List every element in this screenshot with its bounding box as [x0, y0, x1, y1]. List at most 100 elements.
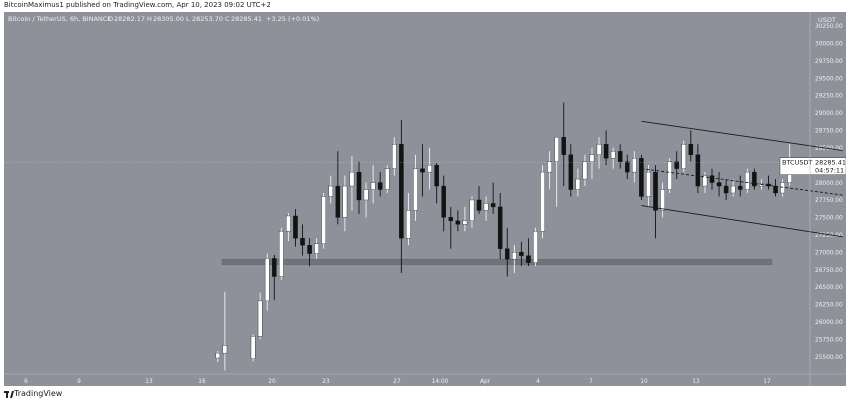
legend-low: 28253.70: [192, 15, 223, 23]
time-tick-label: 27: [393, 379, 401, 385]
candle-body: [377, 182, 383, 190]
candle-body: [349, 171, 355, 187]
candle-body: [307, 245, 312, 254]
candle-body: [752, 171, 757, 187]
chart-area[interactable]: Bitcoin / TetherUS, 6h, BINANCE O 28282.…: [4, 12, 846, 386]
legend-open-label: O: [108, 15, 113, 23]
candle-body: [512, 251, 517, 260]
candle-body: [561, 137, 567, 155]
candle-body: [540, 171, 545, 232]
candlestick-chart[interactable]: Bitcoin / TetherUS, 6h, BINANCE O 28282.…: [4, 12, 846, 386]
channel-upper-line: [641, 120, 843, 151]
price-tick-label: 27000.00: [815, 250, 843, 256]
candle-body: [384, 168, 390, 190]
candle-body: [279, 231, 284, 277]
legend-symbol: Bitcoin / TetherUS, 6h, BINANCE: [8, 15, 111, 23]
price-tick-label: 27750.00: [815, 198, 843, 204]
candle-body: [575, 178, 581, 190]
candle-body: [730, 185, 736, 194]
candle-body: [674, 161, 679, 169]
legend-close-label: C: [225, 15, 230, 23]
candle-body: [434, 164, 439, 187]
candle-body: [610, 151, 616, 159]
price-tick-label: 25750.00: [815, 337, 843, 343]
channel-mid-line: [641, 168, 843, 196]
candle-body: [342, 185, 348, 218]
candle-body: [617, 151, 623, 162]
price-tick-label: 26500.00: [815, 285, 843, 291]
candle-body: [215, 352, 221, 359]
candle-body: [370, 182, 376, 190]
price-tick-label: 28750.00: [815, 129, 843, 135]
last-price-label: BTCUSDT 28285.41 04:57:11: [779, 157, 846, 175]
candle-body: [660, 189, 665, 211]
candle-body: [293, 215, 298, 239]
chart-legend: Bitcoin / TetherUS, 6h, BINANCE O 28282.…: [8, 15, 319, 23]
candle-body: [300, 238, 305, 246]
candle-body: [363, 189, 369, 201]
time-tick-label: Apr: [480, 379, 491, 385]
candle-body: [780, 182, 785, 194]
price-tick-label: 28000.00: [815, 181, 843, 187]
price-tick-label: 29000.00: [815, 111, 843, 117]
candle-body: [448, 217, 454, 222]
candle-body: [264, 258, 270, 302]
candle-body: [250, 336, 256, 359]
price-tick-label: 26250.00: [815, 303, 843, 309]
time-tick-label: 23: [322, 379, 330, 385]
time-tick-label: 6: [24, 379, 28, 385]
footer-bar: TradingView: [0, 386, 850, 404]
price-tick-label: 26750.00: [815, 268, 843, 274]
time-tick-label: 10: [640, 379, 648, 385]
time-tick-label: 14:00: [432, 379, 449, 385]
price-tick-label: 29250.00: [815, 94, 843, 100]
candle-body: [582, 161, 588, 180]
candle-body: [420, 168, 425, 173]
price-tick-label: 30250.00: [815, 24, 843, 30]
candle-body: [533, 231, 538, 263]
last-price-box: [779, 157, 846, 175]
price-tick-label: 30000.00: [815, 42, 843, 48]
candle-body: [716, 182, 722, 187]
channel-lower-line: [641, 205, 843, 238]
price-tick-label: 29500.00: [815, 76, 843, 82]
candle-body: [723, 185, 729, 194]
candle-body: [497, 206, 503, 249]
tradingview-logo-icon: [4, 391, 14, 398]
support-zone: [221, 258, 773, 265]
legend-high: 28305.00: [153, 15, 184, 23]
candle-body: [441, 185, 446, 218]
candle-body: [759, 183, 764, 187]
candle-body: [737, 185, 743, 190]
candle-body: [568, 154, 574, 190]
candle-body: [526, 255, 531, 263]
time-axis[interactable]: 6 9 13 16 20 23 27 14:00 Apr 4 7 10 13 17: [24, 379, 771, 385]
candle-body: [639, 158, 644, 197]
candle-body: [399, 144, 404, 239]
candle-body: [272, 258, 277, 277]
candle-body: [688, 144, 694, 155]
candle-body: [625, 161, 630, 173]
plot-background: [4, 12, 846, 386]
candle-body: [462, 220, 468, 225]
time-tick-label: 13: [692, 379, 700, 385]
candle-body: [632, 158, 637, 173]
last-price-symbol: BTCUSDT: [782, 159, 812, 167]
time-tick-label: 17: [763, 379, 771, 385]
candle-body: [222, 345, 228, 354]
candle-body: [603, 144, 609, 159]
time-tick-label: 16: [198, 379, 206, 385]
publisher-bar: BitcoinMaximus1 published on TradingView…: [0, 0, 850, 12]
candle-body: [695, 154, 701, 187]
candle-body: [314, 243, 319, 254]
currency-label: USDT: [818, 16, 836, 24]
tradingview-brand: TradingView: [14, 389, 63, 398]
candle-body: [469, 199, 475, 222]
candle-body: [392, 144, 397, 169]
candle-body: [286, 215, 291, 232]
candle-body: [356, 171, 362, 201]
candle-body: [702, 175, 708, 187]
candle-body: [504, 248, 510, 260]
candle-body: [328, 185, 334, 197]
candle-body: [646, 171, 651, 197]
